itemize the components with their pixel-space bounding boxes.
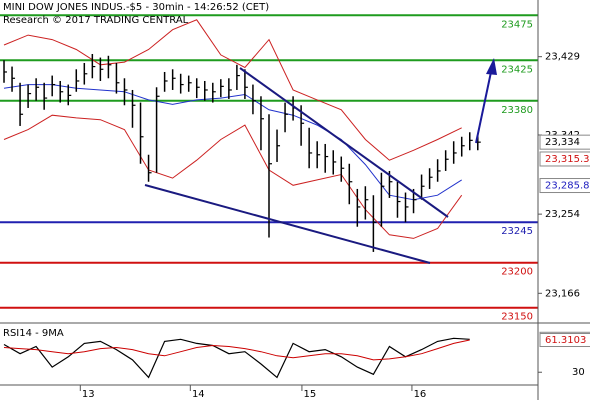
trend-line [144,184,431,264]
chart-subtitle: Research © 2017 TRADING CENTRAL [3,15,189,26]
price-marker-label: 23,334 [545,137,580,148]
rsi-line [3,339,470,361]
moving-average [3,84,462,201]
x-tick-label: 13 [82,389,95,400]
price-marker [539,151,590,167]
level-label: 23245 [501,226,533,237]
price-marker-label: 23,315.3 [545,154,590,165]
x-tick-label: 14 [192,389,205,400]
lower-band [3,114,463,239]
x-tick-label: 15 [304,389,317,400]
trend-line [239,67,449,218]
price-marker [539,134,590,150]
level-label: 23200 [501,267,533,278]
y-tick-label: 23,254 [545,209,580,220]
level-label: 23150 [501,312,533,323]
value-marker [539,333,590,348]
y-tick-label: 23,429 [545,52,580,63]
upper-band [3,19,462,161]
price-marker [539,178,590,194]
level-label: 23380 [501,105,533,116]
rsi-line [3,337,470,379]
arrow-head [486,58,497,75]
value-marker-label: 61.3103 [545,335,586,346]
y-tick-label: 23,166 [545,288,580,299]
forecast-arrow [475,71,492,144]
x-tick-label: 16 [414,389,427,400]
level-label: 23425 [501,64,533,75]
panel-title: RSI14 - 9MA [3,328,64,339]
y-tick-label: 30 [572,367,585,378]
chart-title: MINI DOW JONES INDUS.-$5 - 30min - 14:26… [3,2,269,13]
price-marker-label: 23,285.8 [545,181,590,192]
level-label: 23475 [501,19,533,30]
